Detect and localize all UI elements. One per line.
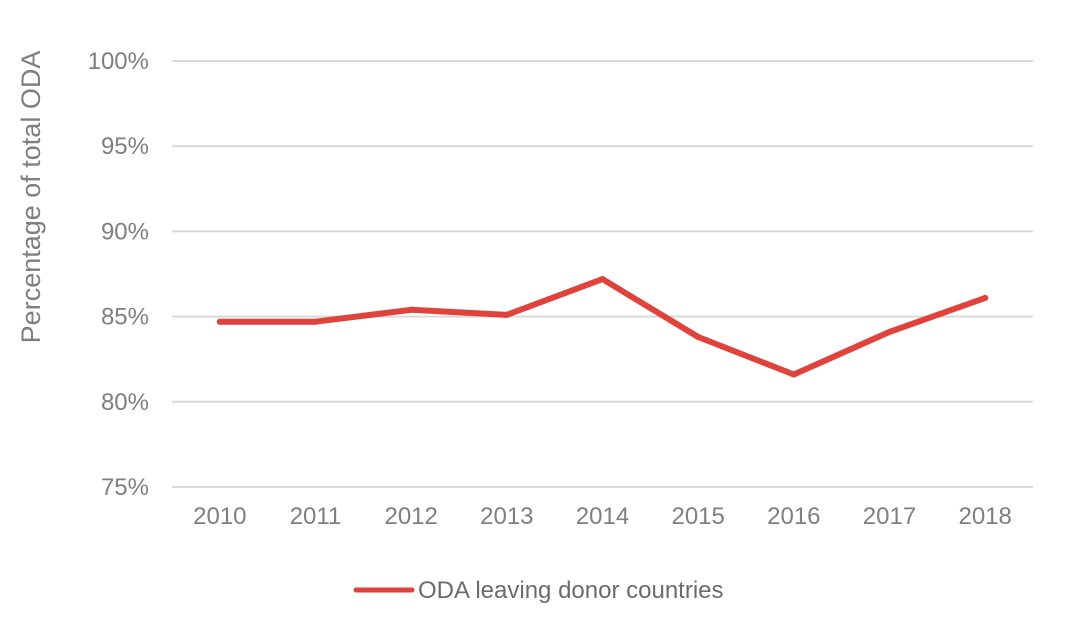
gridlines [172,60,1033,488]
x-tick-label: 2015 [671,503,724,530]
x-tick-label: 2013 [480,503,533,530]
y-tick-label: 95% [101,133,149,160]
y-tick-label: 100% [88,48,149,75]
data-point [982,294,989,301]
y-tick-label: 90% [101,218,149,245]
x-tick-label: 2011 [290,503,342,530]
x-tick-label: 2014 [576,503,629,530]
x-axis-ticks: 2010 2011 2012 2013 2014 2015 2016 2017 2018 [193,503,1012,530]
data-point [790,371,797,378]
series-line [216,276,989,378]
legend: ODA leaving donor countries [353,577,724,604]
y-tick-label: 80% [101,389,149,416]
data-point [886,328,893,335]
legend-label: ODA leaving donor countries [418,577,724,604]
data-point [216,318,223,325]
x-tick-label: 2012 [384,503,437,530]
y-axis-label: Percentage of total ODA [16,51,46,344]
data-point [312,318,319,325]
series-lines [216,276,989,378]
y-axis-ticks: 75% 80% 85% 90% 95% 100% [88,48,149,501]
x-tick-label: 2018 [958,503,1011,530]
x-tick-label: 2017 [863,503,916,530]
data-point [408,306,415,313]
data-point [503,311,510,318]
data-point [695,334,702,341]
y-tick-label: 75% [101,474,149,501]
y-tick-label: 85% [101,304,149,331]
data-point [599,276,606,283]
x-tick-label: 2016 [767,503,820,530]
x-tick-label: 2010 [193,503,246,530]
